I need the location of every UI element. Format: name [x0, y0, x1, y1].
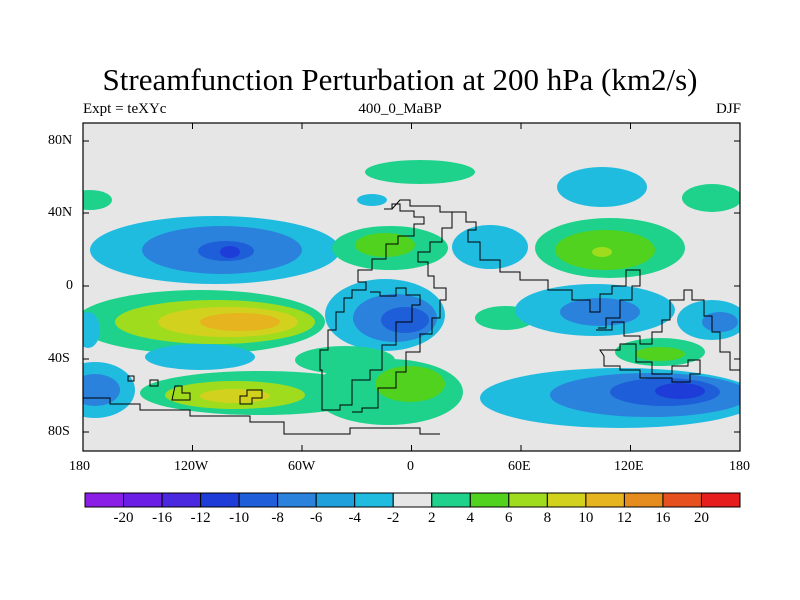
- lon-label-180w: 180: [69, 459, 90, 474]
- colorbar-swatch: [585, 492, 625, 508]
- contour-blob: [365, 160, 475, 184]
- colorbar-swatch: [84, 492, 125, 508]
- colorbar-label: -4: [348, 510, 361, 526]
- colorbar-swatch: [469, 492, 510, 508]
- age-label: 400_0_MaBP: [358, 101, 442, 117]
- coastline-antarctica: [83, 397, 440, 435]
- colorbar-label: 6: [505, 510, 513, 526]
- contour-blob: [452, 225, 528, 269]
- colorbar-label: 4: [466, 510, 475, 526]
- contour-blob: [381, 307, 429, 333]
- tick-marks: [82, 123, 741, 451]
- plot-title: Streamfunction Perturbation at 200 hPa (…: [102, 62, 698, 97]
- colorbar-swatch: [200, 492, 240, 508]
- colorbar: [84, 492, 741, 508]
- contour-blob: [145, 344, 255, 370]
- lon-label-180e: 180: [729, 459, 750, 474]
- colorbar-label: 8: [543, 510, 552, 526]
- colorbar-label: -2: [386, 510, 400, 526]
- contour-blob: [592, 247, 612, 257]
- contour-blob: [83, 190, 112, 210]
- contour-blob: [635, 347, 685, 361]
- contour-blob: [200, 313, 280, 331]
- lat-label-80n: 80N: [48, 133, 73, 148]
- contour-blob: [682, 184, 740, 212]
- contour-blob: [557, 167, 647, 207]
- lon-label-120w: 120W: [174, 459, 209, 474]
- colorbar-swatch: [508, 492, 548, 508]
- colorbar-swatch: [238, 492, 279, 508]
- colorbar-swatch: [277, 492, 317, 508]
- contour-blob: [83, 374, 120, 406]
- contour-blob: [375, 366, 445, 402]
- contour-blob: [200, 389, 270, 403]
- contour-blob: [655, 383, 705, 399]
- colorbar-label: -16: [152, 510, 173, 526]
- colorbar-label: 10: [578, 510, 594, 526]
- colorbar-label: 16: [655, 510, 671, 526]
- colorbar-swatch: [546, 492, 587, 508]
- lon-label-0: 0: [407, 459, 414, 474]
- colorbar-label: -10: [229, 510, 250, 526]
- contour-blob: [355, 233, 415, 257]
- coastline-islands: [127, 375, 263, 405]
- colorbar-swatch: [315, 492, 356, 508]
- colorbar-swatch: [431, 492, 471, 508]
- lat-label-0: 0: [66, 278, 73, 293]
- colorbar-label: -12: [190, 510, 211, 526]
- colorbar-label: 2: [428, 510, 436, 526]
- colorbar-label: -20: [113, 510, 134, 526]
- lon-label-60e: 60E: [508, 459, 531, 474]
- colorbar-label: -8: [271, 510, 284, 526]
- contour-blob: [357, 194, 387, 206]
- lat-label-40s: 40S: [48, 351, 70, 366]
- colorbar-swatch: [354, 492, 394, 508]
- contour-blob: [702, 312, 738, 332]
- contour-blob: [83, 312, 100, 348]
- lat-label-40n: 40N: [48, 205, 73, 220]
- colorbar-swatch: [161, 492, 202, 508]
- coastlines: [83, 199, 740, 435]
- season-label: DJF: [715, 101, 741, 117]
- lon-label-120e: 120E: [614, 459, 644, 474]
- coastline-asia: [452, 211, 641, 329]
- colorbar-swatch: [700, 492, 741, 508]
- colorbar-swatch: [392, 492, 433, 508]
- lat-label-80s: 80S: [48, 424, 70, 439]
- colorbar-swatch: [123, 492, 163, 508]
- experiment-label: Expt = teXYc: [83, 101, 167, 117]
- lon-label-60w: 60W: [288, 459, 316, 474]
- coastline-oceania: [596, 289, 740, 371]
- coastline-europe-africa: [352, 199, 453, 413]
- colorbar-label: 12: [616, 510, 632, 526]
- contour-fields: [83, 160, 740, 428]
- coastline-australia: [599, 343, 701, 383]
- colorbar-label: -6: [309, 510, 323, 526]
- contour-blob: [220, 246, 240, 258]
- coastline-america: [319, 203, 425, 411]
- colorbar-swatch: [623, 492, 664, 508]
- colorbar-swatch: [662, 492, 702, 508]
- colorbar-label: 20: [694, 510, 709, 526]
